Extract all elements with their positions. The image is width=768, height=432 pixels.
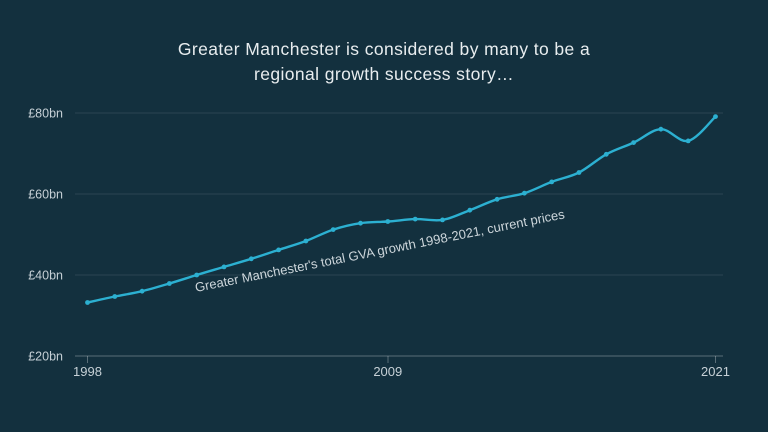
x-tick-label: 1998 bbox=[73, 364, 102, 379]
chart-title-line-2: regional growth success story… bbox=[253, 64, 515, 84]
y-tick-label: £40bn bbox=[28, 269, 63, 283]
chart-title-line-1: Greater Manchester is considered by many… bbox=[177, 39, 591, 59]
data-point-marker bbox=[248, 256, 254, 262]
data-point-marker bbox=[303, 238, 309, 244]
data-point-marker bbox=[139, 288, 145, 294]
series-inline-label: Greater Manchester's total GVA growth 19… bbox=[194, 206, 567, 295]
x-tick-label: 2021 bbox=[701, 364, 730, 379]
y-tick-label: £60bn bbox=[28, 188, 63, 202]
data-point-marker bbox=[549, 179, 555, 185]
y-tick-label: £80bn bbox=[28, 107, 63, 121]
data-point-marker bbox=[685, 138, 691, 144]
data-point-marker bbox=[576, 170, 582, 175]
data-point-marker bbox=[221, 264, 227, 270]
data-point-marker bbox=[385, 219, 391, 224]
data-point-marker bbox=[713, 114, 718, 119]
chart-title: Greater Manchester is considered by many… bbox=[0, 37, 768, 87]
data-point-marker bbox=[194, 272, 200, 278]
data-point-marker bbox=[412, 216, 418, 222]
data-point-marker bbox=[494, 196, 500, 202]
data-point-marker bbox=[603, 151, 609, 157]
data-point-marker bbox=[112, 294, 118, 299]
data-point-marker bbox=[85, 300, 90, 305]
data-point-marker bbox=[467, 207, 473, 213]
data-point-marker bbox=[330, 227, 336, 233]
data-point-marker bbox=[440, 217, 445, 223]
data-point-marker bbox=[167, 281, 172, 286]
data-point-marker bbox=[658, 126, 664, 132]
data-point-marker bbox=[358, 220, 363, 226]
data-point-marker bbox=[522, 190, 527, 196]
y-tick-label: £20bn bbox=[28, 350, 63, 364]
data-point-marker bbox=[276, 247, 281, 253]
x-tick-label: 2009 bbox=[373, 364, 402, 379]
data-point-marker bbox=[631, 140, 636, 146]
